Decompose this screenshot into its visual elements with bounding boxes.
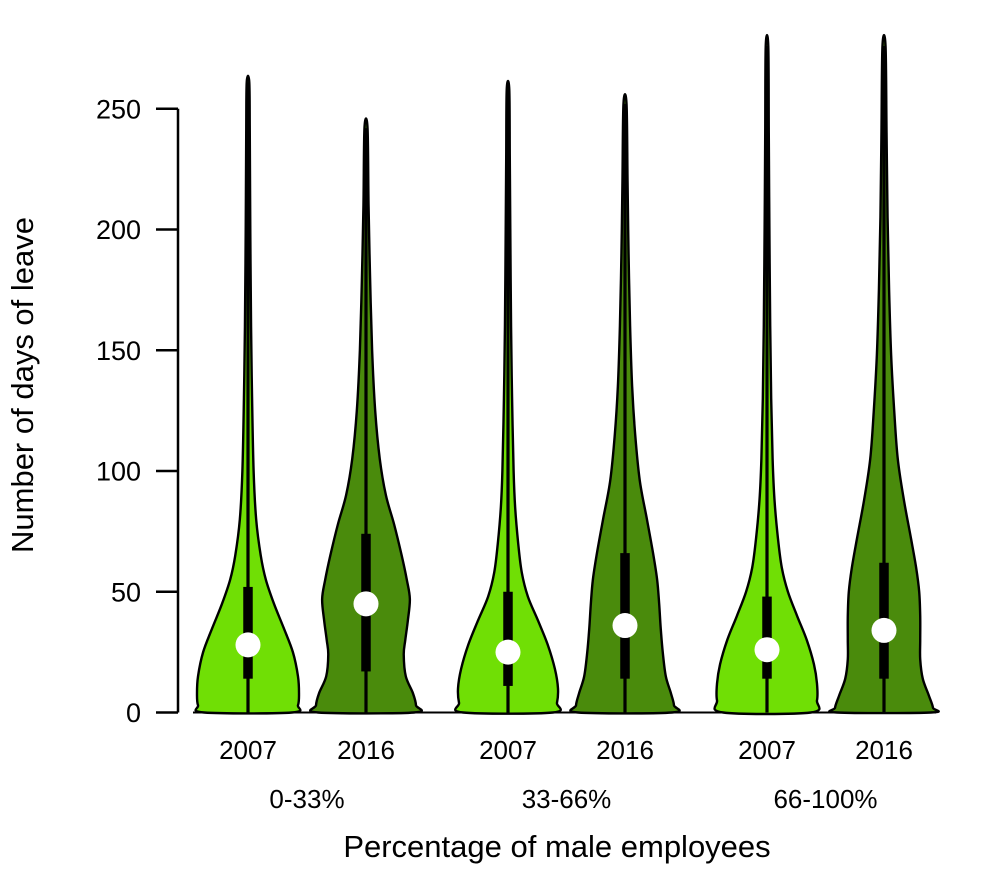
violin-layer (194, 33, 940, 716)
x-year-label: 2016 (855, 735, 913, 765)
x-year-label: 2016 (596, 735, 654, 765)
median-dot (235, 632, 261, 658)
y-tick-label: 200 (96, 215, 141, 245)
violin-2007-33-66% (453, 79, 563, 715)
median-dot (353, 591, 379, 617)
y-tick-label: 150 (96, 336, 141, 366)
x-group-label: 0-33% (269, 784, 344, 814)
violin-2007-0-33% (194, 74, 302, 715)
y-tick-label: 50 (111, 577, 141, 607)
median-dot (871, 617, 897, 643)
violin-2016-0-33% (308, 117, 424, 715)
median-dot (754, 637, 780, 663)
median-dot (612, 613, 638, 639)
y-tick-label: 250 (96, 94, 141, 124)
x-group-label: 33-66% (522, 784, 612, 814)
label-layer: 0 50 100 150 200 250 2007 2016 2007 2016… (5, 94, 913, 864)
x-year-label: 2007 (738, 735, 796, 765)
violin-2016-66-100% (828, 33, 940, 715)
x-year-label: 2007 (219, 735, 277, 765)
violin-2007-66-100% (713, 33, 821, 716)
iqr-box (503, 591, 513, 686)
x-axis-title: Percentage of male employees (343, 829, 770, 864)
y-tick-label: 100 (96, 457, 141, 487)
x-group-label: 66-100% (773, 784, 877, 814)
median-dot (495, 639, 521, 665)
violin-2016-33-66% (569, 93, 681, 715)
y-axis-title: Number of days of leave (5, 217, 40, 553)
x-year-label: 2016 (337, 735, 395, 765)
x-year-label: 2007 (479, 735, 537, 765)
y-tick-label: 0 (126, 698, 141, 728)
